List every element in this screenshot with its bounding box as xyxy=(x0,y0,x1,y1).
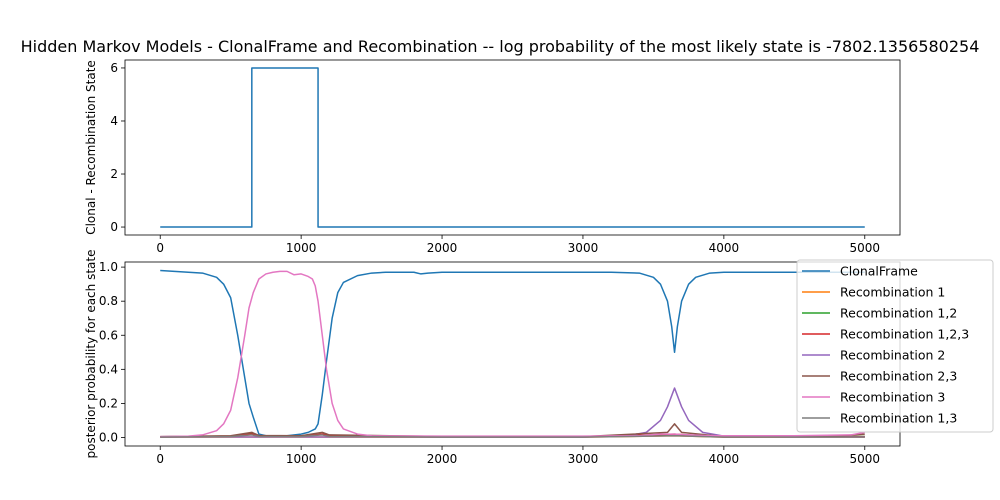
x-tick-label: 5000 xyxy=(849,452,880,466)
series-line-recombination-3 xyxy=(160,270,865,438)
series-group xyxy=(160,67,865,228)
x-tick-label: 1000 xyxy=(286,241,317,255)
y-tick-label: 0 xyxy=(110,220,118,234)
x-tick-label: 0 xyxy=(156,241,164,255)
y-tick-label: 0.2 xyxy=(99,396,118,410)
legend-label: Recombination 1,3 xyxy=(840,411,957,426)
y-tick-label: 4 xyxy=(110,114,118,128)
legend-label: Recombination 3 xyxy=(840,390,945,405)
y-tick-label: 2 xyxy=(110,167,118,181)
legend-box xyxy=(796,259,994,433)
x-tick-label: 2000 xyxy=(427,452,458,466)
y-tick-label: 0.0 xyxy=(99,430,118,444)
axes-1: 0 1000 2000 3000 4000 5000 0 2 4 6 Clonal - Recomb… xyxy=(84,59,901,255)
x-tick-label: 3000 xyxy=(568,241,599,255)
y-tick-label: 0.6 xyxy=(99,328,118,342)
x-tick-label: 2000 xyxy=(427,241,458,255)
x-tick-label: 0 xyxy=(156,452,164,466)
series-group xyxy=(160,269,865,438)
legend-label: Recombination 2 xyxy=(840,348,945,363)
legend-label: Recombination 1 xyxy=(840,285,945,300)
legend: ClonalFrame Recombination 1 Recombination … xyxy=(796,259,994,433)
legend-label: Recombination 1,2 xyxy=(840,306,957,321)
y-axis-label: Clonal - Recombination State xyxy=(84,60,98,235)
x-tick-label: 5000 xyxy=(849,241,880,255)
legend-label: Recombination 2,3 xyxy=(840,369,957,384)
series-line-1-1 xyxy=(160,67,865,228)
axes-2: 0 1000 2000 3000 4000 5000 0.0 0.2 0.4 0.6 0.8 1.0p… xyxy=(84,250,994,466)
x-tick-label: 4000 xyxy=(709,452,740,466)
y-tick-label: 0.4 xyxy=(99,362,118,376)
legend-label: ClonalFrame xyxy=(840,264,918,279)
axes-container: 0 1000 2000 3000 4000 5000 0 2 4 6 Clonal - Recomb… xyxy=(84,59,994,466)
y-tick-label: 0.8 xyxy=(99,294,118,308)
series-line-recombination-1-3 xyxy=(160,434,865,438)
axes-frame xyxy=(124,59,901,236)
y-tick-label: 1.0 xyxy=(99,260,118,274)
y-axis-label: posterior probability for each state xyxy=(84,250,98,459)
legend-label: Recombination 1,2,3 xyxy=(840,327,969,342)
x-tick-label: 1000 xyxy=(286,452,317,466)
x-tick-label: 4000 xyxy=(709,241,740,255)
y-tick-label: 6 xyxy=(110,61,118,75)
figure-title: Hidden Markov Models - ClonalFrame and R… xyxy=(21,37,980,56)
series-line-clonalframe xyxy=(160,269,865,437)
x-tick-label: 3000 xyxy=(568,452,599,466)
